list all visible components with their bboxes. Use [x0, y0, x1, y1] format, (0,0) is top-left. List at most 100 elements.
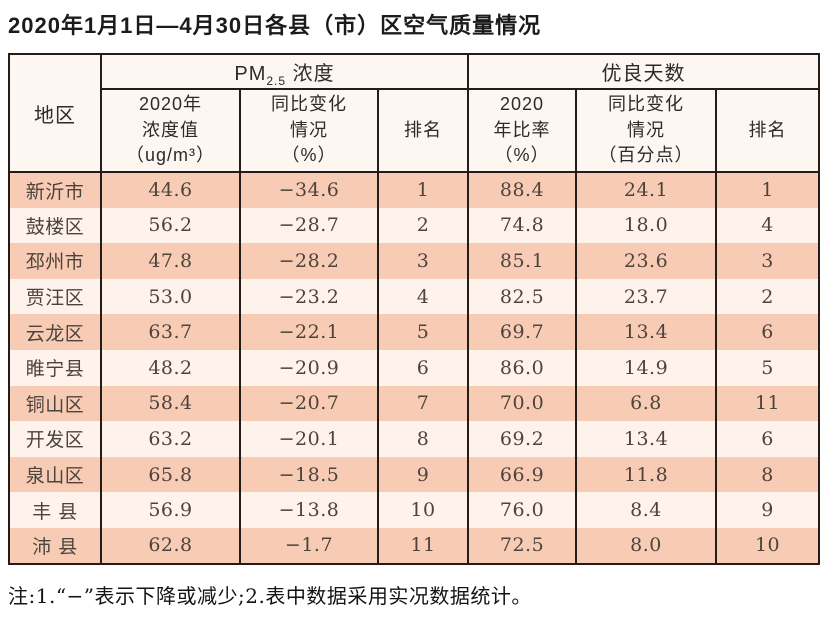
good-change-cell: 23.7	[575, 278, 717, 315]
pm-change-cell: −22.1	[239, 314, 378, 350]
pm-rank-cell: 3	[376, 243, 469, 279]
header-region: 地区	[8, 54, 101, 173]
pm-change-cell: −20.7	[239, 385, 378, 422]
table-row: 贾汪区 53.0 −23.2 4 82.5 23.7 2	[8, 278, 820, 315]
region-cell: 贾汪区	[8, 278, 101, 315]
pm-rank-cell: 10	[376, 492, 469, 528]
good-rank-cell: 5	[715, 349, 820, 386]
region-cell: 邳州市	[8, 243, 101, 279]
good-ratio-cell: 69.2	[467, 421, 577, 457]
header-good-change: 同比变化 情况 （百分点）	[575, 89, 717, 173]
table-row: 新沂市 44.6 −34.6 1 88.4 24.1 1	[8, 172, 820, 208]
pm-value-cell: 62.8	[100, 527, 240, 564]
table-row: 鼓楼区 56.2 −28.7 2 74.8 18.0 4	[8, 207, 820, 244]
header-pm-value: 2020年 浓度值 （ug/m³）	[100, 89, 240, 173]
table-row: 邳州市 47.8 −28.2 3 85.1 23.6 3	[8, 243, 820, 279]
good-change-cell: 18.0	[575, 207, 717, 244]
pm-rank-cell: 9	[376, 456, 469, 493]
pm-rank-cell: 2	[376, 207, 469, 244]
pm-change-cell: −20.1	[239, 421, 378, 457]
good-ratio-cell: 86.0	[467, 349, 577, 386]
pm-change-cell: −34.6	[239, 172, 378, 208]
pm-value-cell: 47.8	[100, 243, 240, 279]
table-body: 新沂市 44.6 −34.6 1 88.4 24.1 1 鼓楼区 56.2 −28.7 2 74.8 1…	[8, 172, 820, 564]
pm-change-cell: −18.5	[239, 456, 378, 493]
pm-value-cell: 58.4	[100, 385, 240, 422]
pm-value-cell: 65.8	[100, 456, 240, 493]
good-ratio-cell: 70.0	[467, 385, 577, 422]
good-rank-cell: 10	[715, 527, 820, 564]
table-header: 地区 PM2.5 浓度 优良天数 2020年 浓度值 （ug/m³） 同比变化 …	[8, 54, 820, 173]
pm-value-cell: 63.7	[100, 314, 240, 350]
table-row: 沛 县 62.8 −1.7 11 72.5 8.0 10	[8, 527, 820, 564]
good-rank-cell: 4	[715, 207, 820, 244]
good-ratio-cell: 88.4	[467, 172, 577, 208]
region-cell: 鼓楼区	[8, 207, 101, 244]
header-group-pm25: PM2.5 浓度	[99, 54, 469, 90]
header-group-good-days: 优良天数	[467, 54, 820, 90]
good-change-cell: 13.4	[575, 314, 717, 350]
air-quality-table: 地区 PM2.5 浓度 优良天数 2020年 浓度值 （ug/m³） 同比变化 …	[8, 53, 821, 565]
good-change-cell: 24.1	[575, 172, 717, 208]
table-row: 丰 县 56.9 −13.8 10 76.0 8.4 9	[8, 492, 820, 528]
header-pm-change: 同比变化 情况 （%）	[239, 89, 378, 173]
header-good-ratio: 2020 年比率 （%）	[467, 89, 577, 173]
pm-change-cell: −20.9	[239, 349, 378, 386]
pm-change-cell: −28.2	[239, 243, 378, 279]
pm-rank-cell: 5	[376, 314, 469, 350]
table-row: 开发区 63.2 −20.1 8 69.2 13.4 6	[8, 421, 820, 457]
good-rank-cell: 8	[715, 456, 820, 493]
pm-rank-cell: 4	[376, 278, 469, 315]
region-cell: 泉山区	[8, 456, 101, 493]
region-cell: 开发区	[8, 421, 101, 457]
good-rank-cell: 9	[715, 492, 820, 528]
good-ratio-cell: 74.8	[467, 207, 577, 244]
good-rank-cell: 3	[715, 243, 820, 279]
good-rank-cell: 6	[715, 421, 820, 457]
pm-rank-cell: 7	[376, 385, 469, 422]
good-ratio-cell: 82.5	[467, 278, 577, 315]
table-row: 铜山区 58.4 −20.7 7 70.0 6.8 11	[8, 385, 820, 422]
table-row: 泉山区 65.8 −18.5 9 66.9 11.8 8	[8, 456, 820, 493]
good-change-cell: 11.8	[575, 456, 717, 493]
pm-change-cell: −1.7	[239, 527, 378, 564]
pm-rank-cell: 8	[376, 421, 469, 457]
good-rank-cell: 6	[715, 314, 820, 350]
good-change-cell: 6.8	[575, 385, 717, 422]
region-cell: 铜山区	[8, 385, 101, 422]
good-ratio-cell: 85.1	[467, 243, 577, 279]
pm-rank-cell: 11	[376, 527, 469, 564]
good-ratio-cell: 69.7	[467, 314, 577, 350]
pm-value-cell: 44.6	[100, 172, 240, 208]
good-ratio-cell: 66.9	[467, 456, 577, 493]
region-cell: 云龙区	[8, 314, 101, 350]
header-group-row: 地区 PM2.5 浓度 优良天数	[8, 54, 820, 173]
page-title: 2020年1月1日—4月30日各县（市）区空气质量情况	[8, 13, 542, 38]
good-rank-cell: 11	[715, 385, 820, 422]
pm-value-cell: 56.9	[100, 492, 240, 528]
pm-rank-cell: 1	[376, 172, 469, 208]
pm-value-cell: 48.2	[100, 349, 240, 386]
pm-change-cell: −23.2	[239, 278, 378, 315]
good-change-cell: 8.4	[575, 492, 717, 528]
header-good-rank: 排名	[715, 89, 820, 173]
good-rank-cell: 1	[715, 172, 820, 208]
pm-value-cell: 56.2	[100, 207, 240, 244]
pm25-subscript: 2.5	[266, 74, 287, 88]
pm-rank-cell: 6	[376, 349, 469, 386]
pm25-label: PM2.5 浓度	[234, 63, 335, 88]
region-cell: 丰 县	[8, 492, 101, 528]
good-change-cell: 13.4	[575, 421, 717, 457]
region-cell: 睢宁县	[8, 349, 101, 386]
table-row: 睢宁县 48.2 −20.9 6 86.0 14.9 5	[8, 349, 820, 386]
header-pm-rank: 排名	[376, 89, 469, 173]
pm-value-cell: 53.0	[100, 278, 240, 315]
pm-change-cell: −13.8	[239, 492, 378, 528]
good-ratio-cell: 76.0	[467, 492, 577, 528]
header-sub-row: 2020年 浓度值 （ug/m³） 同比变化 情况 （%） 排名 2020 年比…	[9, 89, 820, 173]
region-cell: 新沂市	[8, 172, 101, 208]
good-ratio-cell: 72.5	[467, 527, 577, 564]
good-change-cell: 14.9	[575, 349, 717, 386]
good-rank-cell: 2	[715, 278, 820, 315]
table-row: 云龙区 63.7 −22.1 5 69.7 13.4 6	[8, 314, 820, 350]
